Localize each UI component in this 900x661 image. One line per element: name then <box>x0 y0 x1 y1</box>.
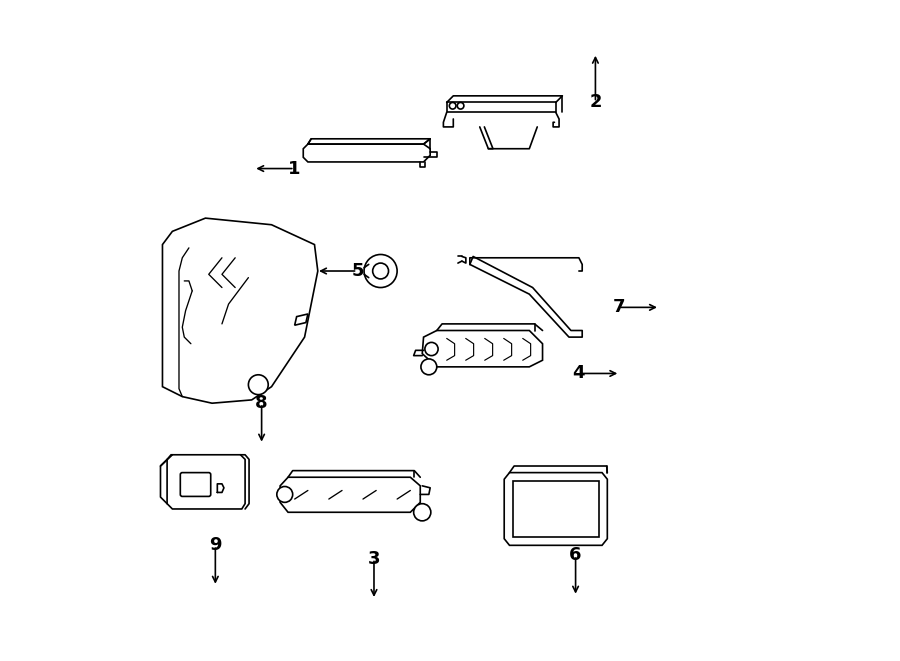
Text: 3: 3 <box>368 549 380 568</box>
Circle shape <box>449 102 456 109</box>
Text: 4: 4 <box>572 364 585 383</box>
Polygon shape <box>303 144 430 162</box>
Polygon shape <box>163 218 318 403</box>
Polygon shape <box>513 481 599 537</box>
Text: 2: 2 <box>590 93 602 112</box>
Circle shape <box>425 342 438 356</box>
Text: 1: 1 <box>288 159 301 178</box>
Circle shape <box>421 359 436 375</box>
Polygon shape <box>422 330 543 367</box>
Circle shape <box>414 504 431 521</box>
Polygon shape <box>446 102 556 112</box>
Text: 9: 9 <box>209 536 221 555</box>
FancyBboxPatch shape <box>180 473 211 496</box>
Text: 7: 7 <box>612 298 625 317</box>
Text: 5: 5 <box>351 262 364 280</box>
Polygon shape <box>504 473 608 545</box>
Polygon shape <box>167 455 245 509</box>
Text: 6: 6 <box>570 546 581 564</box>
Circle shape <box>373 263 389 279</box>
Polygon shape <box>294 314 308 325</box>
Circle shape <box>457 102 464 109</box>
Circle shape <box>248 375 268 395</box>
Circle shape <box>277 486 292 502</box>
Text: 8: 8 <box>256 394 268 412</box>
Circle shape <box>364 254 397 288</box>
Polygon shape <box>280 477 420 512</box>
